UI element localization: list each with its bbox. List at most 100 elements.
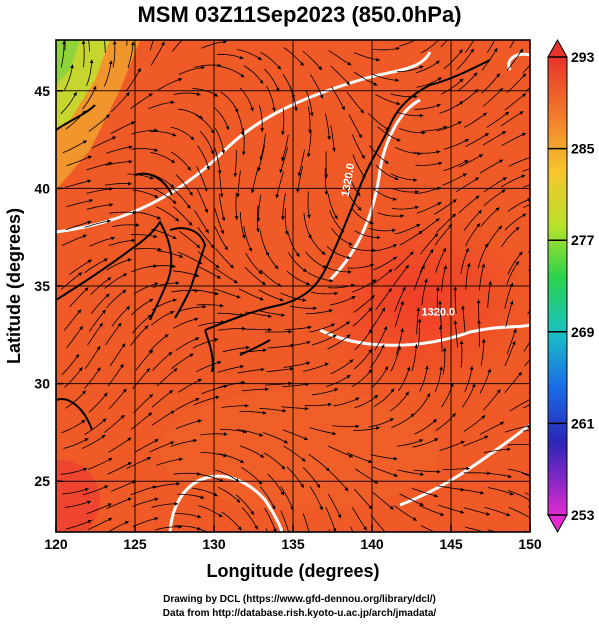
streamline bbox=[464, 526, 486, 532]
streamline-arrowhead bbox=[190, 136, 195, 141]
streamline-arrowhead bbox=[84, 438, 89, 442]
streamline-arrowhead bbox=[218, 513, 223, 518]
streamline bbox=[135, 211, 162, 220]
streamline-arrowhead bbox=[515, 261, 519, 266]
streamline-arrowhead bbox=[440, 512, 444, 516]
streamline-arrowhead bbox=[119, 363, 124, 368]
streamline-arrowhead bbox=[304, 406, 309, 411]
streamline bbox=[390, 391, 410, 412]
streamline-arrowhead bbox=[157, 247, 162, 252]
streamline bbox=[351, 507, 368, 531]
streamline bbox=[239, 445, 265, 458]
streamline-arrowhead bbox=[195, 337, 200, 341]
streamline bbox=[178, 66, 205, 75]
streamline bbox=[131, 148, 159, 152]
streamline bbox=[310, 533, 317, 559]
streamline bbox=[523, 341, 530, 352]
streamline bbox=[133, 282, 159, 295]
streamline bbox=[309, 323, 336, 333]
streamline bbox=[259, 486, 276, 510]
streamline-arrowhead bbox=[464, 160, 469, 164]
streamline bbox=[152, 351, 173, 371]
streamline-arrowhead bbox=[225, 125, 230, 130]
streamline-arrowhead bbox=[267, 314, 272, 318]
streamline bbox=[504, 371, 523, 393]
streamline-arrowhead bbox=[104, 485, 109, 489]
streamline bbox=[150, 152, 176, 164]
streamline bbox=[354, 329, 373, 351]
streamline bbox=[260, 133, 266, 161]
streamline-arrowhead bbox=[520, 25, 523, 29]
streamline-arrowhead bbox=[175, 281, 180, 285]
streamline-arrowhead bbox=[260, 128, 265, 132]
streamline bbox=[156, 206, 180, 222]
streamline-arrowhead bbox=[281, 131, 285, 136]
streamline bbox=[65, 221, 92, 231]
streamline bbox=[527, 505, 530, 509]
streamline bbox=[149, 40, 154, 51]
streamline bbox=[257, 145, 265, 172]
streamline-arrowhead bbox=[349, 359, 354, 364]
streamline-arrowhead bbox=[280, 216, 285, 220]
streamline bbox=[196, 187, 208, 214]
streamline-arrowhead bbox=[149, 394, 153, 398]
streamline bbox=[479, 421, 505, 435]
streamline bbox=[457, 72, 478, 92]
streamline-arrowhead bbox=[335, 551, 339, 555]
streamline-arrowhead bbox=[87, 259, 92, 264]
streamline-arrowhead bbox=[277, 65, 281, 70]
streamline bbox=[479, 159, 504, 174]
streamline-arrowhead bbox=[221, 217, 226, 221]
streamline bbox=[328, 528, 331, 532]
streamline-arrowhead bbox=[101, 309, 106, 314]
streamline bbox=[481, 47, 498, 71]
streamline-arrowhead bbox=[147, 314, 152, 319]
streamline-arrowhead bbox=[443, 265, 448, 270]
streamline-arrowhead bbox=[85, 25, 89, 29]
streamline bbox=[304, 403, 332, 407]
streamline-arrowhead bbox=[477, 210, 482, 215]
streamline-arrowhead bbox=[123, 273, 128, 277]
streamline bbox=[442, 468, 470, 471]
streamline-arrowhead bbox=[442, 347, 447, 352]
streamline-arrowhead bbox=[303, 436, 308, 441]
streamline bbox=[282, 429, 308, 441]
streamline-arrowhead bbox=[475, 195, 480, 200]
streamline-arrowhead bbox=[542, 482, 546, 486]
streamline-arrowhead bbox=[307, 234, 312, 239]
streamline-arrowhead bbox=[241, 234, 246, 239]
streamline-arrowhead bbox=[389, 418, 394, 422]
streamline-arrowhead bbox=[481, 338, 486, 343]
streamline-arrowhead bbox=[422, 130, 426, 135]
streamline bbox=[327, 334, 351, 350]
streamline bbox=[104, 183, 132, 186]
streamline bbox=[88, 392, 108, 413]
streamline-arrowhead bbox=[439, 366, 443, 371]
streamline bbox=[173, 472, 201, 475]
streamline bbox=[461, 383, 476, 408]
streamline bbox=[89, 237, 115, 247]
streamline-arrowhead bbox=[402, 286, 406, 291]
streamline-arrowhead bbox=[128, 181, 132, 186]
streamline bbox=[258, 310, 285, 316]
streamline-arrowhead bbox=[464, 138, 469, 143]
streamline bbox=[375, 164, 399, 180]
contour-label: 1320.0 bbox=[422, 306, 456, 318]
colorbar-min-arrow bbox=[547, 514, 568, 534]
streamline bbox=[283, 445, 306, 462]
streamline-arrowhead bbox=[388, 288, 392, 293]
streamline bbox=[281, 134, 289, 162]
streamline bbox=[214, 469, 240, 483]
streamline-arrowhead bbox=[341, 106, 345, 111]
streamline bbox=[214, 226, 229, 251]
streamline bbox=[329, 296, 356, 306]
streamline-arrowhead bbox=[217, 63, 222, 68]
contour-line bbox=[56, 51, 432, 234]
streamline bbox=[326, 245, 351, 259]
streamline-arrowhead bbox=[457, 121, 462, 125]
streamline-arrowhead bbox=[288, 552, 292, 556]
streamline bbox=[435, 247, 447, 273]
streamline-arrowhead bbox=[206, 165, 210, 170]
streamline-arrowhead bbox=[461, 305, 465, 310]
x-tick-label: 130 bbox=[202, 536, 226, 552]
